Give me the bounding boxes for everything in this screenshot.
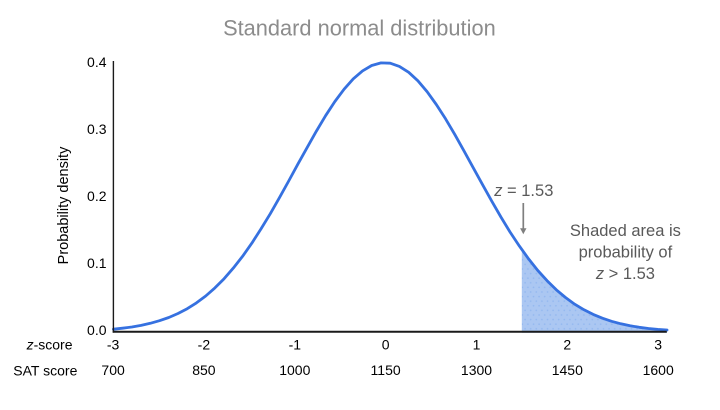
svg-text:0: 0 [382, 337, 390, 353]
svg-text:1: 1 [473, 337, 481, 353]
svg-text:1600: 1600 [643, 362, 674, 378]
svg-text:z-score: z-score [26, 337, 73, 353]
svg-text:850: 850 [192, 362, 216, 378]
svg-text:0.0: 0.0 [87, 322, 107, 338]
svg-text:-1: -1 [289, 337, 302, 353]
svg-text:3: 3 [654, 337, 662, 353]
svg-text:z = 1.53: z = 1.53 [493, 182, 553, 200]
svg-text:Probability density: Probability density [56, 146, 72, 264]
svg-text:1150: 1150 [371, 362, 401, 378]
svg-text:-2: -2 [198, 337, 211, 353]
svg-text:0.4: 0.4 [87, 54, 107, 70]
svg-text:Standard normal distribution: Standard normal distribution [223, 16, 496, 41]
svg-text:700: 700 [101, 362, 125, 378]
svg-text:1450: 1450 [552, 362, 583, 378]
svg-text:SAT score: SAT score [13, 362, 77, 378]
svg-text:Shaded area is: Shaded area is [570, 222, 681, 240]
svg-text:1000: 1000 [279, 362, 310, 378]
svg-text:0.2: 0.2 [87, 188, 107, 204]
svg-text:probability of: probability of [579, 243, 673, 261]
svg-text:2: 2 [563, 337, 571, 353]
svg-text:-3: -3 [107, 337, 120, 353]
svg-text:1300: 1300 [461, 362, 492, 378]
svg-text:0.3: 0.3 [87, 121, 107, 137]
svg-text:z > 1.53: z > 1.53 [595, 265, 655, 283]
svg-text:0.1: 0.1 [87, 255, 107, 271]
